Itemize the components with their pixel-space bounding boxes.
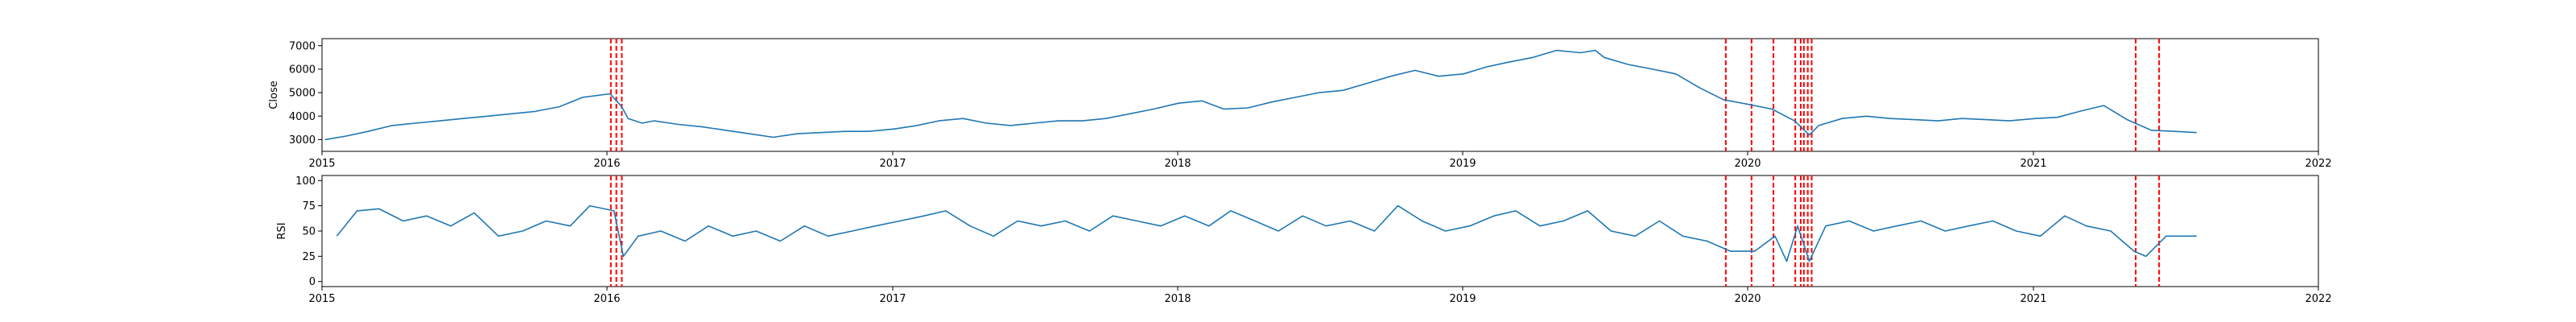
close-x-tick-label: 2015 (308, 158, 335, 170)
rsi-y-axis-label: RSI (276, 222, 288, 239)
close-y-tick-label: 3000 (289, 134, 316, 147)
close-y-tick-label: 4000 (289, 111, 316, 123)
rsi-y-tick-label: 25 (302, 251, 316, 263)
close-y-tick-label: 6000 (289, 64, 316, 76)
rsi-x-tick-label: 2016 (593, 293, 620, 305)
rsi-event-markers (609, 175, 2161, 287)
close-x-tick-label: 2020 (1734, 158, 1761, 170)
rsi-y-tick-label: 75 (302, 200, 316, 213)
rsi-x-tick-label: 2019 (1449, 293, 1476, 305)
close-plot-area (321, 38, 2319, 152)
close-x-tick-label: 2021 (2020, 158, 2046, 170)
rsi-plot-area (321, 175, 2319, 287)
rsi-x-tick-label: 2021 (2020, 293, 2046, 305)
close-x-tick-label: 2017 (879, 158, 906, 170)
close-series-line (324, 49, 2197, 141)
close-x-axis: 2015 2016 2017 2018 2019 2020 2021 2022 (308, 151, 2332, 170)
rsi-x-axis: 2015 2016 2017 2018 2019 2020 2021 2022 (308, 287, 2332, 305)
rsi-y-tick-label: 50 (302, 226, 316, 238)
close-y-axis-label: Close (268, 80, 280, 109)
close-y-axis: 3000 4000 5000 6000 7000 (289, 40, 322, 147)
close-x-tick-label: 2018 (1164, 158, 1191, 170)
close-y-tick-label: 7000 (289, 40, 316, 52)
rsi-panel: 2015 2016 2017 2018 2019 2020 2021 2022 0 25 50 75… (276, 175, 2332, 305)
close-y-tick-label: 5000 (289, 88, 316, 100)
rsi-x-tick-label: 2015 (308, 293, 335, 305)
close-x-tick-label: 2019 (1449, 158, 1476, 170)
rsi-x-tick-label: 2020 (1734, 293, 1761, 305)
close-x-tick-label: 2022 (2305, 158, 2331, 170)
rsi-x-tick-label: 2022 (2305, 293, 2331, 305)
rsi-y-tick-label: 0 (309, 276, 316, 288)
rsi-y-tick-label: 100 (295, 175, 316, 188)
rsi-x-tick-label: 2018 (1164, 293, 1191, 305)
close-event-markers (609, 39, 2161, 151)
close-x-tick-label: 2016 (593, 158, 620, 170)
rsi-y-axis: 0 25 50 75 100 (295, 175, 322, 288)
close-price-panel: 2015 2016 2017 2018 2019 2020 2021 2022 3000 400… (268, 38, 2332, 170)
rsi-x-tick-label: 2017 (879, 293, 906, 305)
rsi-series-line (336, 204, 2197, 262)
